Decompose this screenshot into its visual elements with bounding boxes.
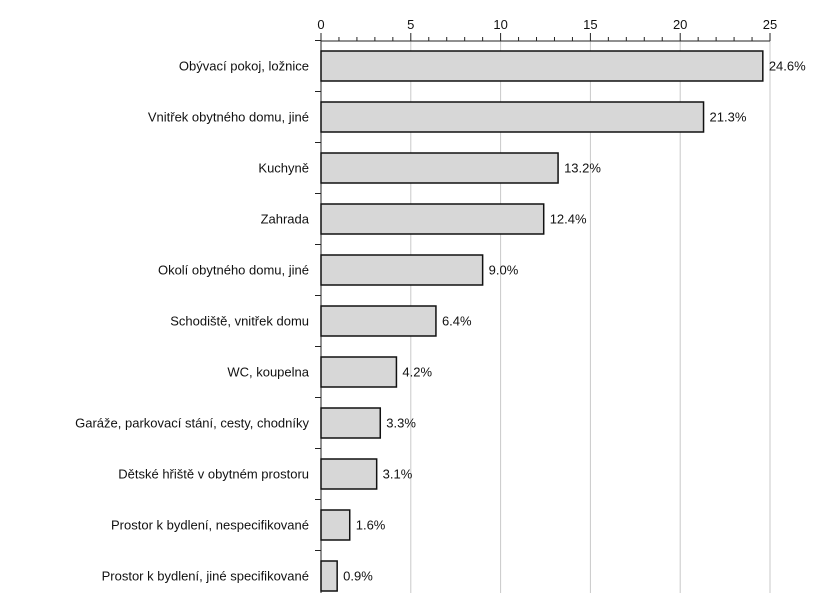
data-label: 6.4% [442,314,472,329]
category-label: Zahrada [261,212,310,227]
x-tick-label: 15 [583,17,597,32]
bar-6 [320,356,398,388]
data-label: 4.2% [402,365,432,380]
data-label: 13.2% [564,161,601,176]
data-label: 3.3% [386,416,416,431]
data-label: 9.0% [489,263,519,278]
category-label: Dětské hřiště v obytném prostoru [118,467,309,482]
bar-9 [320,509,351,541]
category-label: Kuchyně [258,161,309,176]
bar-3 [320,203,545,235]
bar-2 [320,152,559,184]
data-label: 24.6% [769,59,806,74]
data-label: 3.1% [383,467,413,482]
bar-7 [320,407,382,439]
bars [320,50,764,592]
x-tick-label: 10 [493,17,507,32]
gridlines [410,41,771,593]
category-label: Vnitřek obytného domu, jiné [148,110,309,125]
bar-1 [320,101,705,133]
x-tick-label: 5 [407,17,414,32]
bar-4 [320,254,484,286]
data-label: 21.3% [710,110,747,125]
bar-8 [320,458,378,490]
data-label: 1.6% [356,518,386,533]
x-tick-label: 20 [673,17,687,32]
x-axis: 0 5 10 15 20 25 [315,17,777,593]
category-label: Garáže, parkovací stání, cesty, chodníky [75,416,309,431]
category-label: Prostor k bydlení, nespecifikované [111,518,309,533]
data-label: 12.4% [550,212,587,227]
labels: Obývací pokoj, ložnice 24.6% Vnitřek obytn… [75,59,806,584]
data-label: 0.9% [343,569,373,584]
bar-10 [320,560,338,592]
x-tick-label: 0 [317,17,324,32]
category-label: WC, koupelna [227,365,309,380]
category-label: Okolí obytného domu, jiné [158,263,309,278]
category-label: Obývací pokoj, ložnice [179,59,309,74]
bar-5 [320,305,437,337]
bar-0 [320,50,764,82]
x-tick-label: 25 [763,17,777,32]
category-label: Prostor k bydlení, jiné specifikované [102,569,309,584]
category-label: Schodiště, vnitřek domu [170,314,309,329]
